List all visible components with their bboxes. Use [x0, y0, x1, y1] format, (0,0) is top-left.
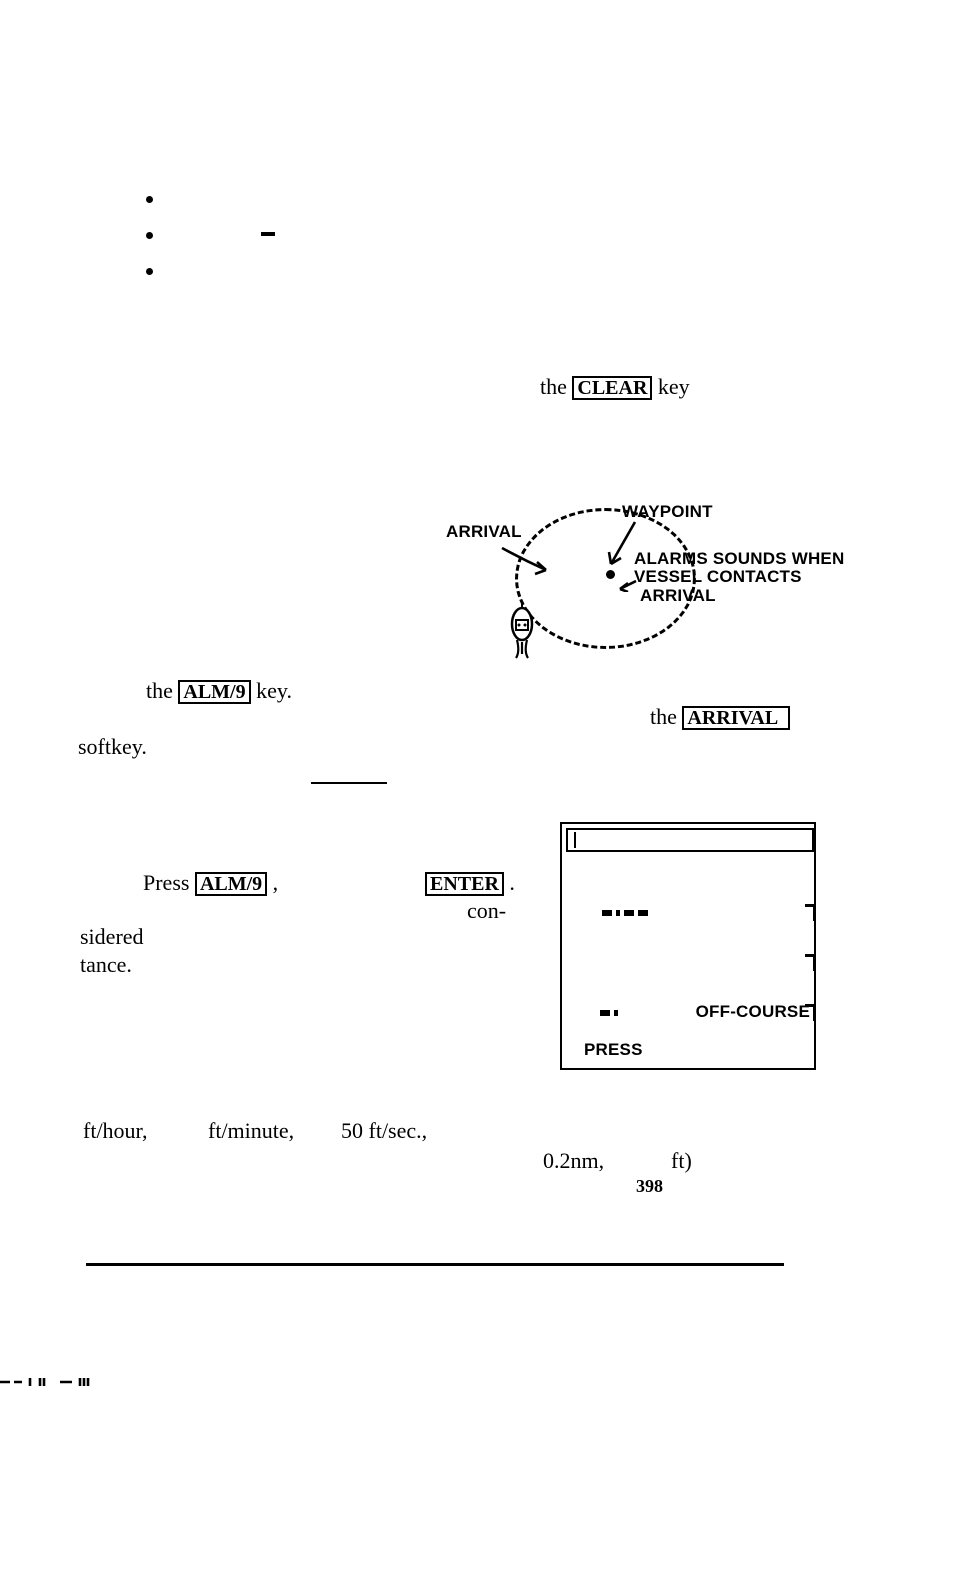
arrival-key: ARRIVAL [682, 706, 790, 730]
comma-1: , [273, 870, 279, 895]
bullet-2-dash [261, 232, 275, 236]
sidered-text: sidered [80, 922, 144, 952]
page-number: 398 [636, 1176, 663, 1197]
row1-frag1 [602, 910, 612, 916]
alarm-line2: VESSEL CONTACTS [634, 568, 844, 586]
blank-field-1 [311, 782, 387, 784]
the-alm9-row: the ALM/9 key. [146, 676, 292, 706]
alarm-line3: ARRIVAL [640, 587, 844, 605]
press-text: Press [143, 870, 189, 895]
period-1: . [509, 870, 515, 895]
alarm-line1: ALARMS SOUNDS WHEN [634, 550, 844, 568]
row1-frag4 [638, 910, 648, 916]
enter-row: ENTER . [425, 868, 515, 898]
row3-frag1 [600, 1010, 610, 1016]
tance-text: tance. [80, 950, 132, 980]
ftmin: ft/minute, [208, 1116, 294, 1146]
row3-hook [805, 1004, 816, 1021]
arrival-label: ARRIVAL [446, 522, 522, 542]
arrow-to-arrival-text [618, 576, 640, 592]
row3-frag2 [614, 1010, 618, 1016]
arrival-diagram: ARRIVAL WAYPOINT ALARMS SOUNDS WHEN VESS… [440, 490, 910, 690]
bullet-3 [146, 268, 153, 275]
text-key: key [658, 374, 690, 399]
panel-title-bar [566, 828, 814, 852]
row1-frag3 [624, 910, 634, 916]
softkey-text: softkey. [78, 732, 147, 762]
nm-text: 0.2nm, [543, 1146, 604, 1176]
ft-paren: ft) [671, 1146, 692, 1176]
row1-hook [805, 904, 816, 921]
enter-key: ENTER [425, 872, 504, 896]
screen-panel: OFF-COURSE PRESS [560, 822, 816, 1070]
clear-key: CLEAR [572, 376, 652, 400]
the-arrival-row: the ARRIVAL [650, 702, 790, 732]
page-root: the CLEAR key ARRIVAL WAYPOINT ALARMS SO… [0, 0, 954, 1590]
bullet-2 [146, 232, 153, 239]
scan-artifact [0, 1374, 110, 1392]
arrow-arrival [498, 544, 558, 580]
boat-icon [502, 602, 542, 662]
offcourse-label: OFF-COURSE [696, 1002, 810, 1022]
text-the-3: the [650, 704, 677, 729]
bullet-1 [146, 196, 153, 203]
panel-title-tick [574, 832, 576, 848]
row2-hook [805, 954, 816, 971]
text-the-1: the [540, 374, 567, 399]
text-the-2: the [146, 678, 173, 703]
row1-frag2 [616, 910, 620, 916]
text-key-2: key. [256, 678, 292, 703]
press-label: PRESS [584, 1040, 643, 1060]
press-alm9: Press ALM/9 , [143, 868, 278, 898]
alarm-text: ALARMS SOUNDS WHEN VESSEL CONTACTS ARRIV… [634, 550, 844, 605]
alm9-key: ALM/9 [178, 680, 250, 704]
alm9-key-2: ALM/9 [195, 872, 267, 896]
ftsec: 50 ft/sec., [341, 1116, 427, 1146]
fthr: ft/hour, [83, 1116, 148, 1146]
the-clear-key-row: the CLEAR key [540, 372, 690, 402]
bottom-rule [86, 1263, 784, 1266]
con-text: con- [467, 896, 506, 926]
